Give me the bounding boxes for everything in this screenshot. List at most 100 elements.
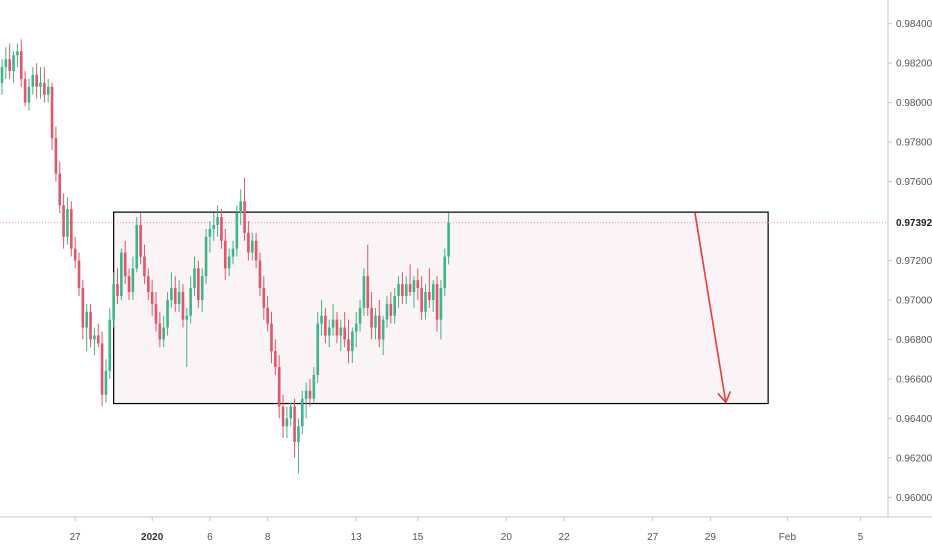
candle-body [135,224,139,269]
candle [73,236,77,269]
candle-body [297,426,300,443]
candle [19,39,23,87]
time-tick-label: 2020 [141,532,164,543]
candle [266,295,269,332]
candle-body [239,201,242,214]
candle [193,256,196,296]
candle [131,256,135,300]
time-tick-label: 5 [858,532,864,543]
candle-body [389,303,393,316]
price-tick-label: 0.97200 [896,256,932,267]
candle [374,307,377,340]
candle [108,307,112,379]
candle [12,51,15,83]
candle [200,268,204,312]
candle [331,303,335,336]
candle-body [293,406,296,443]
candle [366,244,370,316]
candle [120,248,123,300]
candle-body [200,276,204,300]
candle-body [227,256,231,269]
candle-body [120,252,123,296]
candle [181,284,185,328]
candle-body [351,331,354,352]
price-axis[interactable]: 0.96000 0.96200 0.96400 0.96600 0.96800 0.970… [888,19,932,504]
candle-body [89,311,92,340]
candle [362,268,366,316]
candle-body [439,288,443,320]
candle-body [123,252,127,277]
candle-body [428,292,431,300]
candle-body [316,323,319,375]
time-tick-label: Feb [779,532,797,543]
candle-body [177,292,181,304]
candle [247,221,250,261]
projection-arrow[interactable] [694,212,727,403]
price-tick-label: 0.98200 [896,59,932,70]
candle [89,303,92,348]
candle [212,213,216,241]
candle [35,63,38,99]
candle-body [385,303,389,320]
candle-body [270,323,273,352]
candle-body [404,284,408,296]
candle-body [8,59,11,72]
candle-body [104,370,108,395]
candle-body [381,319,385,340]
price-tick-label: 0.97600 [896,177,932,188]
time-tick-label: 8 [265,532,271,543]
candle-body [235,213,239,249]
price-tick-label: 0.96400 [896,414,932,425]
candle [139,213,142,265]
candle [239,189,242,225]
candle [370,292,373,340]
candle [85,303,88,352]
price-tick-label: 0.97800 [896,138,932,149]
candle [62,193,65,249]
candle [285,406,289,439]
time-axis[interactable]: 27 2020 6 8 13 15 20 22 27 29 Feb 5 [70,517,864,543]
candle-body [247,232,250,253]
candle-body [0,67,4,83]
candle-body [46,86,50,95]
candle [235,205,239,257]
candle-body [378,315,381,340]
candle-body [331,319,335,328]
candle-body [185,315,189,320]
candle [77,252,81,296]
candle [404,276,408,304]
candle [327,319,331,348]
candle [324,307,327,344]
candle [420,276,423,320]
candle [389,292,393,324]
candle [208,221,212,253]
candle [31,67,35,95]
candle [393,288,396,324]
candle-body [197,268,200,300]
candle-body [150,292,154,304]
candle [347,319,350,364]
candle-body [416,280,420,289]
candle-body [158,323,162,340]
price-tick-label: 0.96600 [896,374,932,385]
candle [416,268,420,300]
candle-body [304,390,308,399]
candle [301,390,304,435]
candle-body [27,86,31,103]
candle [250,232,254,261]
candle [297,418,300,474]
candle-body [431,284,435,300]
candle [343,311,346,348]
candle [81,280,85,340]
candle-body [243,201,246,233]
current-price-label: 0.97392 [896,218,932,229]
candle [39,67,42,99]
price-tick-label: 0.96200 [896,453,932,464]
price-tick-label: 0.98000 [896,98,932,109]
candle [123,240,127,285]
candle [378,299,381,348]
candle [150,280,154,316]
candle-body [173,288,177,304]
candle [412,276,416,308]
